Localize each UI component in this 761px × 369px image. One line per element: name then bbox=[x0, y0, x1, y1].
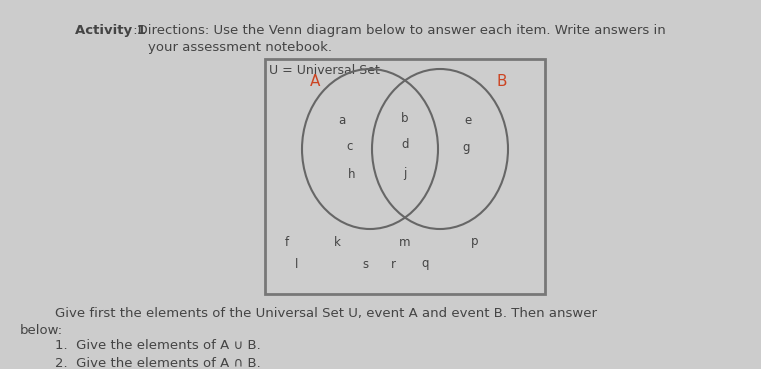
Text: l: l bbox=[295, 258, 298, 270]
Text: U = Universal Set: U = Universal Set bbox=[269, 64, 380, 77]
Text: f: f bbox=[285, 235, 289, 248]
Text: Give first the elements of the Universal Set U, event A and event B. Then answer: Give first the elements of the Universal… bbox=[55, 307, 597, 320]
Text: :Directions: Use the Venn diagram below to answer each item. Write answers in: :Directions: Use the Venn diagram below … bbox=[129, 24, 666, 37]
Text: below:: below: bbox=[20, 324, 63, 337]
Text: g: g bbox=[462, 141, 470, 154]
Text: e: e bbox=[464, 114, 472, 128]
Text: a: a bbox=[339, 114, 345, 128]
Text: k: k bbox=[333, 235, 340, 248]
Text: q: q bbox=[422, 258, 428, 270]
Text: r: r bbox=[390, 258, 396, 270]
Text: Activity 1: Activity 1 bbox=[75, 24, 146, 37]
Text: j: j bbox=[403, 166, 406, 179]
Text: m: m bbox=[400, 235, 411, 248]
Text: b: b bbox=[401, 113, 409, 125]
Text: c: c bbox=[347, 141, 353, 154]
Text: d: d bbox=[401, 138, 409, 152]
Text: 1.  Give the elements of A ∪ B.: 1. Give the elements of A ∪ B. bbox=[55, 339, 261, 352]
Text: p: p bbox=[471, 235, 479, 248]
Text: 2.  Give the elements of A ∩ B.: 2. Give the elements of A ∩ B. bbox=[55, 357, 261, 369]
Bar bbox=[265, 59, 545, 294]
Text: your assessment notebook.: your assessment notebook. bbox=[148, 41, 332, 54]
Text: h: h bbox=[349, 168, 355, 180]
Text: s: s bbox=[362, 258, 368, 270]
Text: B: B bbox=[496, 74, 507, 89]
Text: A: A bbox=[310, 74, 320, 89]
